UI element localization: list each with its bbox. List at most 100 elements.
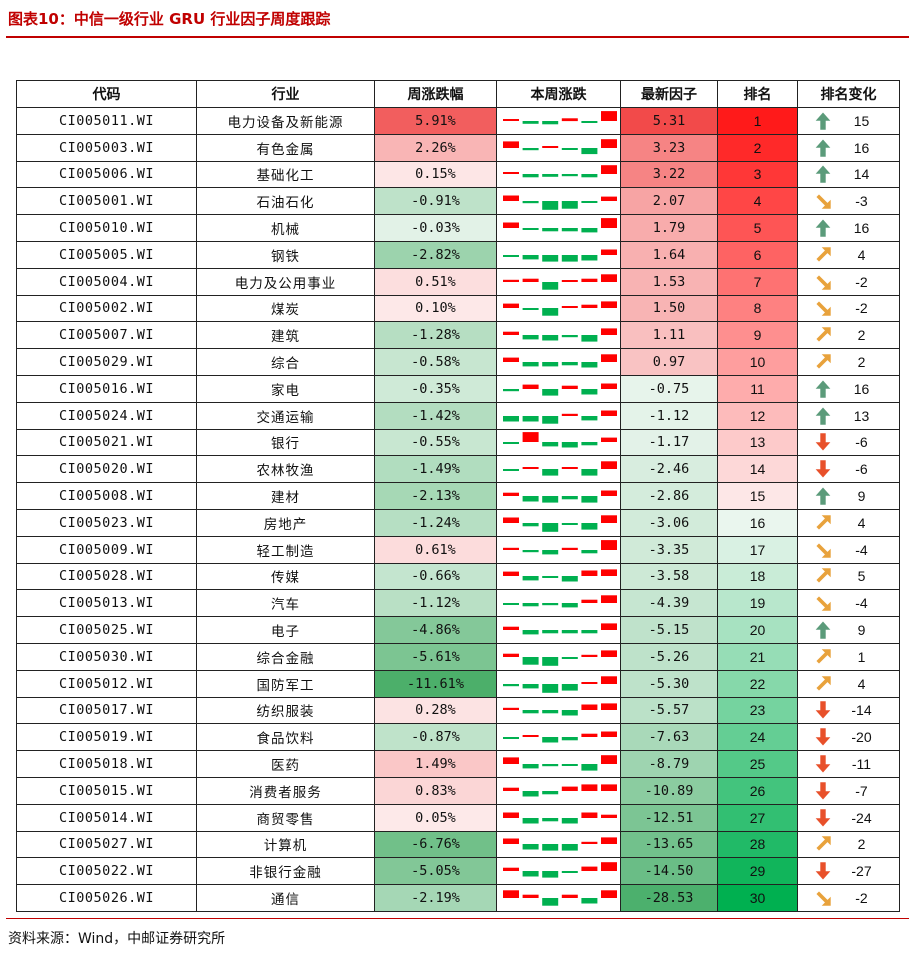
rank-change-cell: -3 <box>798 188 900 215</box>
weekly-sparkline <box>500 591 618 615</box>
rank-change-cell: 16 <box>798 215 900 242</box>
arrow-down-icon <box>812 808 834 828</box>
spark-bar-6 <box>601 862 617 871</box>
table-row: CI005019.WI 食品饮料 -0.87% -7.63 24 -20 <box>17 724 900 751</box>
rank-change-value: 14 <box>834 166 899 182</box>
arrow-up-icon <box>812 486 834 506</box>
rank-cell: 11 <box>718 375 798 402</box>
spark-bar-1 <box>503 304 519 308</box>
weekly-sparkline <box>500 725 618 749</box>
rank-cell: 20 <box>718 617 798 644</box>
code-cell: CI005007.WI <box>17 322 197 349</box>
spark-bar-5 <box>581 705 597 711</box>
rank-change-wrap: -2 <box>798 888 899 908</box>
industry-name-cell: 电子 <box>197 617 375 644</box>
rank-change-cell: 9 <box>798 617 900 644</box>
latest-factor-cell: 5.31 <box>621 108 718 135</box>
header-code: 代码 <box>17 81 197 108</box>
weekly-spark-cell <box>497 483 621 510</box>
spark-bar-2 <box>522 121 538 124</box>
rank-change-wrap: 2 <box>798 325 899 345</box>
spark-bar-2 <box>522 735 538 737</box>
spark-bar-5 <box>581 842 597 844</box>
rank-change-cell: 4 <box>798 241 900 268</box>
rank-change-cell: 9 <box>798 483 900 510</box>
arrow-up-icon <box>812 218 834 238</box>
rank-change-wrap: -27 <box>798 861 899 881</box>
spark-bar-4 <box>561 201 577 209</box>
spark-bar-6 <box>601 274 617 282</box>
spark-bar-1 <box>503 358 519 362</box>
industry-name-cell: 商贸零售 <box>197 804 375 831</box>
rank-change-cell: -2 <box>798 885 900 912</box>
weekly-spark-cell <box>497 670 621 697</box>
table-row: CI005003.WI 有色金属 2.26% 3.23 2 16 <box>17 134 900 161</box>
weekly-spark-cell <box>497 777 621 804</box>
rank-change-cell: 13 <box>798 402 900 429</box>
spark-bar-6 <box>601 596 617 604</box>
industry-name-cell: 农林牧渔 <box>197 456 375 483</box>
header-row: 代码 行业 周涨跌幅 本周涨跌 最新因子 排名 排名变化 <box>17 81 900 108</box>
industry-name-cell: 石油石化 <box>197 188 375 215</box>
spark-bar-6 <box>601 491 617 497</box>
spark-bar-4 <box>561 786 577 790</box>
weekly-sparkline <box>500 189 618 213</box>
header-rank-change: 排名变化 <box>798 81 900 108</box>
arrow-down-icon <box>812 754 834 774</box>
arrow-diagonal-up-icon <box>812 513 834 533</box>
weekly-pct-cell: -0.58% <box>375 349 497 376</box>
table-row: CI005025.WI 电子 -4.86% -5.15 20 9 <box>17 617 900 644</box>
industry-name-cell: 医药 <box>197 751 375 778</box>
industry-name-cell: 计算机 <box>197 831 375 858</box>
spark-bar-1 <box>503 708 519 710</box>
weekly-sparkline <box>500 296 618 320</box>
rank-change-value: -2 <box>834 274 899 290</box>
bottom-rule <box>6 918 909 919</box>
spark-bar-5 <box>581 523 597 530</box>
spark-bar-4 <box>561 280 577 282</box>
spark-bar-5 <box>581 201 597 203</box>
spark-bar-2 <box>522 467 538 469</box>
spark-bar-2 <box>522 201 538 203</box>
code-cell: CI005001.WI <box>17 188 197 215</box>
arrow-up-icon <box>812 406 834 426</box>
spark-bar-3 <box>542 146 558 148</box>
spark-bar-4 <box>561 871 577 873</box>
spark-bar-2 <box>522 228 538 230</box>
spark-bar-1 <box>503 416 519 422</box>
spark-bar-6 <box>601 814 617 817</box>
weekly-spark-cell <box>497 563 621 590</box>
code-cell: CI005014.WI <box>17 804 197 831</box>
spark-bar-3 <box>542 898 558 906</box>
spark-bar-5 <box>581 174 597 177</box>
rank-cell: 17 <box>718 536 798 563</box>
weekly-sparkline <box>500 404 618 428</box>
industry-name-cell: 煤炭 <box>197 295 375 322</box>
industry-name-cell: 汽车 <box>197 590 375 617</box>
rank-change-value: -7 <box>834 783 899 799</box>
table-row: CI005013.WI 汽车 -1.12% -4.39 19 -4 <box>17 590 900 617</box>
spark-bar-4 <box>561 844 577 851</box>
rank-change-cell: -11 <box>798 751 900 778</box>
latest-factor-cell: -1.12 <box>621 402 718 429</box>
spark-bar-2 <box>522 684 538 688</box>
industry-name-cell: 机械 <box>197 215 375 242</box>
code-cell: CI005019.WI <box>17 724 197 751</box>
spark-bar-4 <box>561 467 577 469</box>
rank-change-cell: 14 <box>798 161 900 188</box>
spark-bar-4 <box>561 684 577 691</box>
spark-bar-3 <box>542 174 558 177</box>
code-cell: CI005023.WI <box>17 509 197 536</box>
weekly-sparkline <box>500 645 618 669</box>
latest-factor-cell: 3.23 <box>621 134 718 161</box>
spark-bar-3 <box>542 496 558 503</box>
spark-bar-5 <box>581 812 597 818</box>
spark-bar-3 <box>542 737 558 743</box>
weekly-pct-cell: -0.03% <box>375 215 497 242</box>
arrow-diagonal-up-icon <box>812 647 834 667</box>
weekly-spark-cell <box>497 161 621 188</box>
weekly-sparkline <box>500 564 618 588</box>
spark-bar-1 <box>503 141 519 148</box>
spark-bar-3 <box>542 791 558 794</box>
weekly-pct-cell: -0.87% <box>375 724 497 751</box>
